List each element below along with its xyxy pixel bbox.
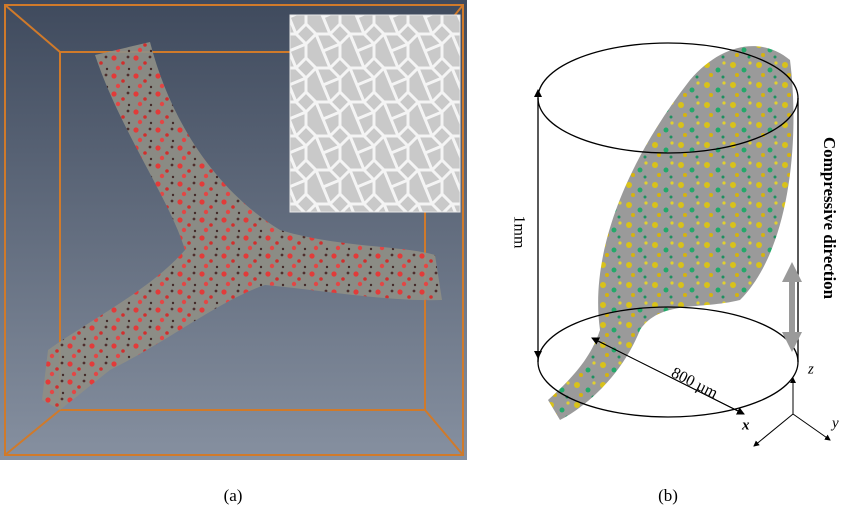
axis-x-label: x bbox=[741, 417, 750, 433]
caption-b: (b) bbox=[658, 486, 678, 505]
direction-label: Compressive direction bbox=[820, 137, 839, 300]
panel-a bbox=[0, 0, 467, 460]
diameter-arrow bbox=[592, 338, 744, 414]
foam-inset bbox=[290, 15, 460, 212]
figure: 1mm 800 µm Compressive direction z x y (… bbox=[0, 0, 842, 514]
length-label: 1mm bbox=[510, 216, 527, 249]
diameter-label: 800 µm bbox=[668, 364, 720, 402]
caption-a: (a) bbox=[224, 486, 243, 505]
axes bbox=[754, 378, 830, 446]
bone-strut bbox=[548, 46, 793, 420]
page: {"panels": [ {"caption": "(a)"}, {"capti… bbox=[0, 0, 842, 514]
panel-b: 1mm 800 µm Compressive direction z x y bbox=[510, 43, 839, 446]
body: 1mm 800 µm Compressive direction z x y (… bbox=[0, 0, 842, 514]
axis-y-label: y bbox=[830, 415, 839, 431]
axis-z-label: z bbox=[807, 361, 814, 377]
